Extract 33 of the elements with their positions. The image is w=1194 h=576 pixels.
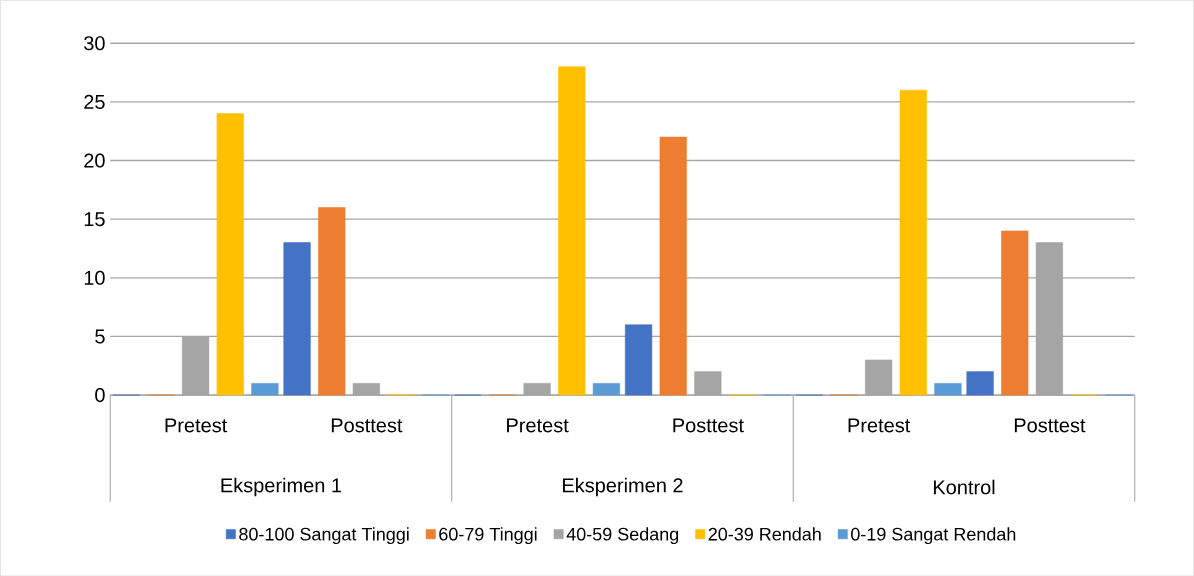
text: Eksperimen 1: [221, 477, 342, 497]
x-tick-label: Posttest: [673, 418, 744, 433]
bar: [624, 324, 653, 396]
y-tick-label: 5: [95, 329, 105, 344]
y-tick-label: 25: [84, 94, 105, 109]
legend-label: 0-19 Sangat Rendah: [851, 527, 1016, 544]
text: Kontrol: [933, 479, 995, 495]
bar: [659, 136, 687, 396]
bar: [592, 382, 621, 396]
legend-label: 40-59 Sedang: [566, 527, 679, 544]
bar: [934, 382, 962, 396]
y-tick-label: 20: [84, 153, 105, 168]
bar: [899, 89, 927, 396]
bar: [251, 382, 279, 396]
bar: [966, 371, 994, 396]
legend-label: 80-100 Sangat Tinggi: [239, 527, 409, 544]
y-tick-label: 10: [84, 270, 105, 285]
bar: [1001, 230, 1029, 396]
bar: [318, 207, 346, 396]
legend-label: 60-79 Tinggi: [439, 527, 537, 544]
x-tick-label: Pretest: [507, 418, 569, 433]
bar: [558, 66, 586, 396]
x-tick-label: Posttest: [1014, 418, 1086, 433]
text: Eksperimen 2: [563, 477, 683, 497]
x-tick-label: Pretest: [165, 418, 228, 433]
bar: [283, 242, 311, 396]
x-tick-label: Pretest: [848, 418, 911, 433]
y-tick-label: 0: [95, 387, 105, 403]
y-tick-label: 30: [84, 36, 105, 51]
x-tick-label: Posttest: [331, 418, 403, 433]
bar: [216, 113, 244, 396]
y-tick-label: 15: [84, 212, 105, 226]
legend-label: 20-39 Rendah: [708, 527, 821, 541]
